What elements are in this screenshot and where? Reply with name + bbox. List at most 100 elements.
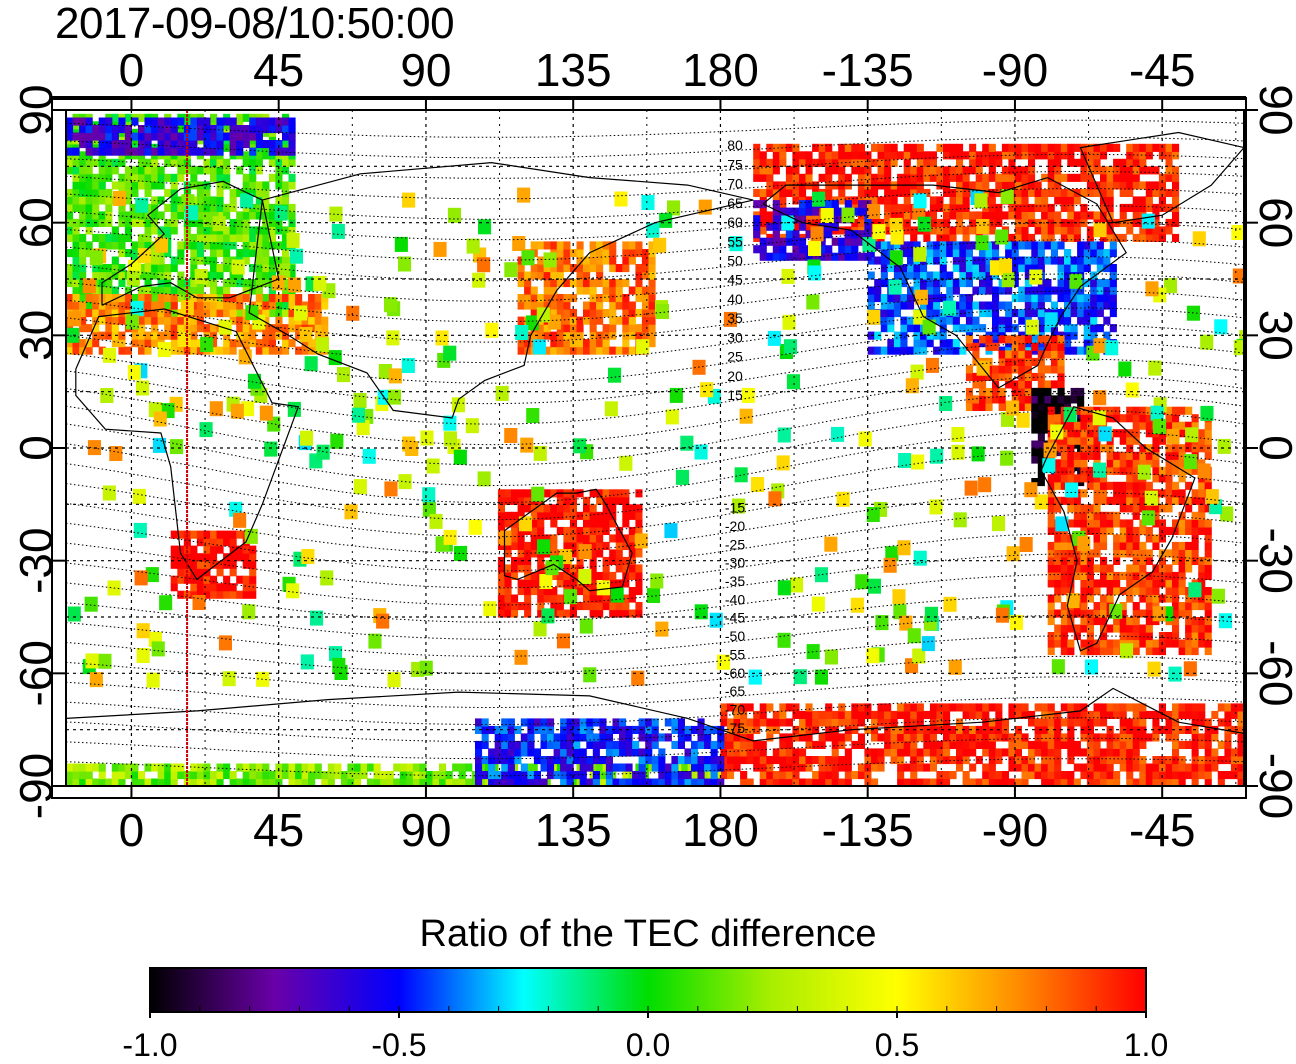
tec-pixel: [124, 771, 132, 780]
tec-pixel: [1172, 196, 1180, 205]
tec-pixel: [923, 763, 931, 772]
tec-pixel: [1237, 718, 1244, 727]
tec-pixel: [229, 778, 237, 786]
tec-pixel: [1008, 151, 1016, 160]
tec-pixel: [210, 583, 218, 592]
tec-pixel: [1106, 451, 1114, 460]
tec-pixel: [157, 316, 165, 325]
tec-pixel: [1113, 703, 1121, 712]
tec-pixel: [1080, 710, 1088, 719]
tec-pixel: [1018, 286, 1026, 295]
tec-pixel: [1165, 710, 1173, 719]
tec-pixel: [1198, 639, 1206, 648]
tec-pixel: [602, 294, 610, 303]
tec-pixel: [785, 252, 793, 261]
tec-pixel: [1165, 733, 1173, 742]
tec-pixel: [1198, 617, 1206, 626]
tec-pixel: [1100, 617, 1108, 626]
tec-pixel: [766, 173, 774, 182]
tec-pixel: [203, 301, 211, 310]
tec-pixel: [85, 301, 93, 310]
tec-pixel: [1054, 733, 1062, 742]
tec-pixel: [190, 530, 198, 539]
tec-pixel: [645, 778, 653, 786]
tec-pixel: [1031, 241, 1039, 250]
tec-pixel: [1119, 233, 1127, 242]
tec-pixel: [867, 301, 875, 310]
tec-pixel: [799, 763, 807, 772]
tec-pixel: [1005, 249, 1013, 258]
tec-pixel: [1047, 564, 1055, 573]
tec-pixel: [589, 309, 597, 318]
tec-pixel: [635, 504, 643, 513]
tec-pixel: [1034, 718, 1042, 727]
tec-pixel: [1086, 718, 1094, 727]
tec-pixel: [831, 733, 839, 742]
tec-pixel: [1165, 481, 1173, 490]
tec-pixel: [766, 725, 774, 734]
tec-pixel: [916, 718, 924, 727]
tec-pixel: [1086, 778, 1094, 786]
tec-pixel: [1152, 203, 1160, 212]
tec-pixel: [1132, 556, 1140, 565]
tec-pixel: [1080, 511, 1088, 520]
tec-pixel: [262, 324, 270, 333]
tec-pixel: [540, 778, 548, 786]
tec-pixel: [805, 200, 813, 209]
tec-pixel: [1185, 771, 1193, 780]
tec-pixel: [177, 294, 185, 303]
tec-pixel: [1028, 166, 1036, 175]
tec-pixel: [138, 339, 146, 348]
tec-pixel: [884, 151, 892, 160]
tec-pixel: [563, 339, 571, 348]
tec-pixel: [262, 181, 270, 190]
tec-pixel: [697, 733, 705, 742]
tec-pixel: [792, 245, 800, 254]
tec-pixel: [530, 534, 538, 543]
tec-pixel: [602, 571, 610, 580]
tec-pixel: [560, 778, 568, 786]
tec-pixel: [1067, 496, 1075, 505]
tec-pixel: [576, 279, 584, 288]
tec-pixel: [1113, 406, 1121, 415]
tec-pixel: [72, 271, 80, 280]
tec-pixel: [308, 763, 316, 772]
tec-pixel: [1047, 733, 1055, 742]
tec-pixel: [916, 158, 924, 167]
tec-pixel: [1132, 143, 1140, 152]
tec-pixel: [956, 143, 964, 152]
tec-pixel: [556, 271, 564, 280]
tec-pixel: [1204, 436, 1212, 445]
tec-pixel: [1031, 395, 1039, 404]
tec-pixel: [753, 756, 761, 765]
tec-pixel: [615, 549, 623, 558]
tec-pixel: [1086, 406, 1094, 415]
tec-pixel: [177, 763, 185, 772]
tec-pixel: [1158, 579, 1166, 588]
tec-pixel: [622, 594, 630, 603]
tec-pixel: [497, 594, 505, 603]
tec-pixel: [903, 763, 911, 772]
tec-pixel: [1073, 504, 1081, 513]
tec-pixel: [458, 771, 466, 780]
tec-pixel: [943, 733, 951, 742]
tec-pixel: [1024, 372, 1032, 381]
tec-pixel: [671, 763, 679, 772]
tec-pixel: [157, 309, 165, 318]
tec-pixel: [1172, 778, 1180, 786]
tec-pixel: [1132, 196, 1140, 205]
tec-pixel: [619, 748, 627, 757]
tec-pixel: [982, 188, 990, 197]
tec-pixel: [124, 763, 132, 772]
tec-pixel: [242, 339, 250, 348]
tec-pixel: [66, 188, 74, 197]
tec-pixel: [203, 530, 211, 539]
tec-pixel: [255, 140, 263, 149]
tec-pixel: [857, 143, 865, 152]
tec-pixel: [583, 279, 591, 288]
tec-pixel: [1047, 511, 1055, 520]
tec-pixel: [124, 113, 132, 122]
tec-pixel: [599, 733, 607, 742]
tec-pixel: [903, 748, 911, 757]
tec-pixel: [592, 771, 600, 780]
